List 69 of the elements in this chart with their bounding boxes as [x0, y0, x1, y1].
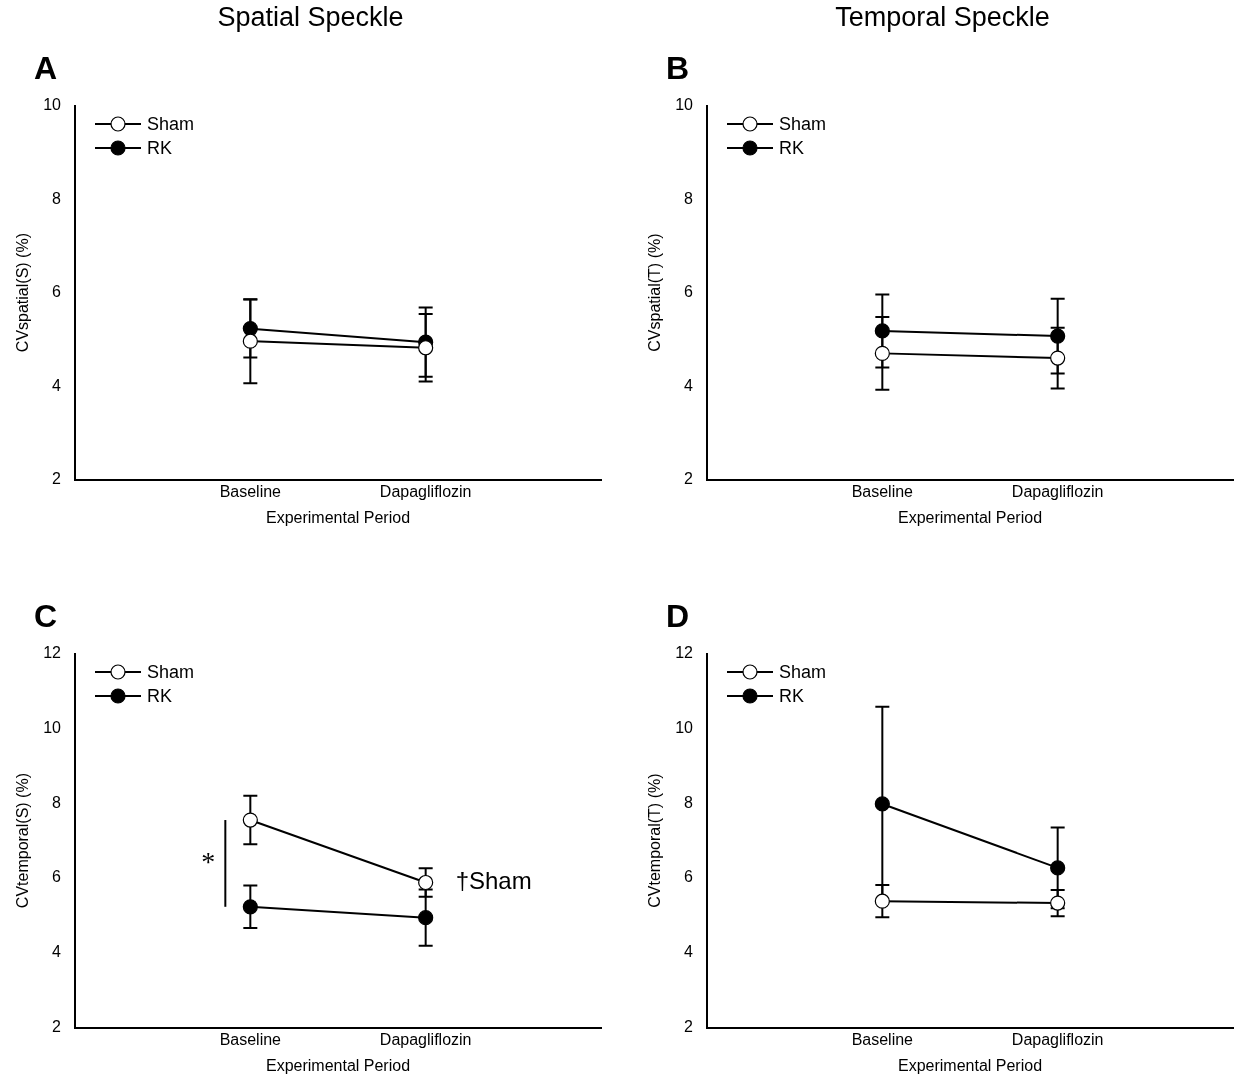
point	[242, 333, 258, 349]
y-tick-label: 6	[52, 283, 62, 301]
point	[242, 899, 258, 915]
y-tick-label: 2	[52, 470, 62, 488]
point	[418, 340, 434, 356]
x-tick-label: Baseline	[219, 482, 282, 500]
legend-label: RK	[779, 137, 805, 160]
point	[418, 910, 434, 926]
x-tick-label: Baseline	[219, 1030, 282, 1048]
chart-subtitle: D	[666, 598, 690, 635]
y-tick-label: 10	[675, 96, 694, 114]
y-tick-label: 10	[675, 718, 694, 736]
chart-title: Temporal Speckle	[834, 2, 1051, 33]
y-tick-label: 8	[52, 189, 62, 207]
x-axis-title: Experimental Period	[265, 1056, 411, 1074]
y-tick-label: 10	[43, 96, 62, 114]
x-tick-label: Baseline	[851, 482, 914, 500]
chart-subtitle: C	[34, 598, 58, 635]
point	[418, 874, 434, 891]
legend-label: Sham	[147, 113, 195, 136]
annotation: *	[201, 845, 216, 877]
point	[242, 812, 258, 828]
x-tick-label: Dapagliflozin	[379, 1030, 472, 1048]
point	[1050, 895, 1066, 911]
y-tick-label: 12	[675, 644, 694, 662]
y-tick-label: 10	[43, 718, 62, 736]
y-tick-label: 8	[684, 793, 694, 811]
y-tick-label: 4	[684, 943, 694, 961]
y-tick-label: 2	[684, 1018, 694, 1036]
x-tick-label: Baseline	[851, 1030, 914, 1048]
y-tick-label: 4	[52, 376, 62, 394]
x-tick-label: Dapagliflozin	[379, 482, 472, 500]
x-tick-label: Dapagliflozin	[1011, 1030, 1104, 1048]
chart-subtitle: A	[34, 50, 58, 87]
chart-subtitle: B	[666, 50, 690, 87]
y-tick-label: 12	[43, 644, 62, 662]
y-axis-title: CVspatial(T) (%)	[646, 233, 664, 352]
point	[874, 323, 890, 339]
y-tick-label: 2	[684, 470, 694, 488]
annotation: †Sham	[455, 867, 532, 895]
chart-title: Spatial Speckle	[216, 2, 405, 33]
point	[1050, 860, 1066, 876]
legend-label: RK	[779, 685, 805, 708]
y-tick-label: 6	[684, 283, 694, 301]
x-tick-label: Dapagliflozin	[1011, 482, 1104, 500]
y-axis-title: CVtemporal(T) (%)	[646, 773, 664, 908]
y-axis-title: CVtemporal(S) (%)	[14, 773, 32, 909]
point	[874, 796, 890, 812]
point	[1050, 328, 1066, 344]
legend-label: RK	[147, 137, 173, 160]
point	[242, 321, 258, 337]
legend-label: RK	[147, 685, 173, 708]
point	[874, 893, 890, 909]
x-axis-title: Experimental Period	[897, 508, 1043, 526]
y-tick-label: 6	[52, 868, 62, 886]
y-tick-label: 6	[684, 868, 694, 886]
point	[874, 345, 890, 361]
y-axis-title: CVspatial(S) (%)	[14, 233, 32, 353]
y-tick-label: 4	[52, 943, 62, 961]
x-axis-title: Experimental Period	[897, 1056, 1043, 1074]
y-tick-label: 2	[52, 1018, 62, 1036]
x-axis-title: Experimental Period	[265, 508, 411, 526]
legend-label: Sham	[779, 661, 827, 684]
y-tick-label: 8	[684, 189, 694, 207]
y-tick-label: 8	[52, 793, 62, 811]
legend-label: Sham	[779, 113, 827, 136]
y-tick-label: 4	[684, 376, 694, 394]
legend-label: Sham	[147, 661, 195, 684]
point	[1050, 350, 1066, 366]
